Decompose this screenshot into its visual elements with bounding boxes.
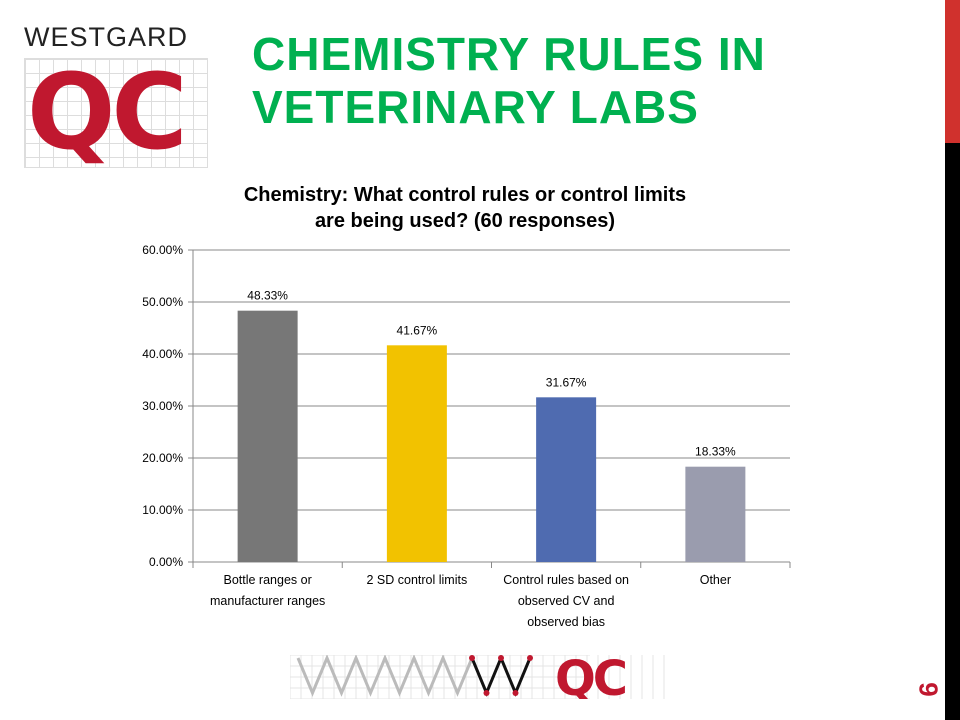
chart-title-line-1: Chemistry: What control rules or control… [243, 184, 687, 206]
title-line-2: VETERINARY LABS [252, 81, 699, 133]
footer-logo-qc: QC [555, 655, 626, 699]
logo-qc-text: QC [27, 51, 188, 173]
x-category-label: observed bias [527, 615, 605, 629]
slide-title: CHEMISTRY RULES IN VETERINARY LABS [252, 28, 766, 134]
data-label: 31.67% [546, 375, 587, 389]
logo-qc-grid: QC [24, 51, 208, 173]
sidebar-bar [945, 0, 960, 720]
y-tick-label: 10.00% [142, 503, 183, 517]
x-category-label: observed CV and [518, 594, 615, 608]
title-line-1: CHEMISTRY RULES IN [252, 28, 766, 80]
y-tick-label: 40.00% [142, 347, 183, 361]
y-tick-label: 0.00% [149, 555, 183, 569]
chart-title: Chemistry: What control rules or control… [180, 182, 750, 234]
accent-bar-top [945, 0, 960, 143]
x-category-label: manufacturer ranges [210, 594, 325, 608]
bar [685, 466, 746, 562]
x-category-label: Other [700, 573, 731, 587]
x-category-label: 2 SD control limits [367, 573, 468, 587]
data-label: 48.33% [247, 289, 288, 303]
data-label: 41.67% [397, 323, 438, 337]
y-tick-label: 50.00% [142, 295, 183, 309]
westgard-logo: WESTGARD QC [24, 22, 208, 173]
bar [386, 345, 447, 562]
chart-title-line-2: are being used? (60 responses) [314, 210, 616, 232]
x-category-label: Control rules based on [503, 573, 629, 587]
data-label: 18.33% [695, 445, 736, 459]
y-tick-label: 30.00% [142, 399, 183, 413]
page-number: 9 [913, 682, 944, 697]
bar [536, 397, 597, 562]
logo-word: WESTGARD [24, 22, 189, 52]
y-tick-label: 20.00% [142, 451, 183, 465]
bar [237, 310, 298, 562]
y-tick-label: 60.00% [142, 243, 183, 257]
x-category-label: Bottle ranges or [224, 573, 312, 587]
footer-logo: QC [290, 655, 665, 699]
